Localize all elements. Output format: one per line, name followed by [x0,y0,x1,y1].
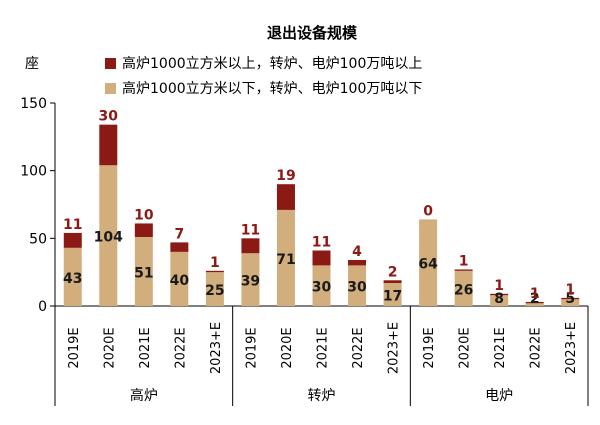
data-label-above: 19 [276,168,295,184]
x-tick-label: 2023+E [209,322,224,374]
x-tick-label: 2023+E [387,322,402,374]
bar-segment-above [134,223,153,237]
legend-label: 高炉1000立方米以下，转炉、电炉100万吨以下 [122,80,422,97]
bar-segment-below [525,303,544,306]
bar-segment-above [348,259,367,266]
y-tick-label: 0 [38,299,47,315]
x-tick-label: 2021E [316,327,331,368]
data-label-above: 1 [565,282,575,298]
data-label-below: 2 [530,291,540,307]
data-label-above: 1 [530,286,540,302]
legend-swatch [105,83,116,94]
data-label-above: 0 [423,203,433,219]
x-tick-label: 2020E [280,327,295,368]
data-label-above: 10 [134,207,154,223]
x-tick-label: 2021E [138,327,153,368]
y-tick-label: 100 [20,164,47,180]
legend-label: 高炉1000立方米以上，转炉、电炉100万吨以上 [122,55,422,72]
x-tick-label: 2020E [102,327,117,368]
bar-segment-below [205,272,224,306]
legend-swatch [105,58,116,69]
data-label-above: 11 [63,217,82,233]
data-label-below: 40 [170,273,190,289]
data-label-above: 2 [388,264,398,280]
bar-segment-below [134,236,153,306]
bar-segment-above [454,269,473,271]
group-label: 转炉 [308,388,336,404]
data-label-below: 104 [94,230,123,246]
data-label-below: 43 [63,271,82,287]
bar-segment-above [561,297,580,300]
bar-segment-above [170,242,189,252]
data-label-below: 8 [494,291,504,307]
data-label-above: 30 [99,109,119,125]
x-tick-label: 2019E [422,327,437,368]
y-tick-label: 50 [29,231,47,247]
bar-segment-below [454,270,473,306]
bar-segment-above [241,238,260,254]
bar-segment-above [312,250,331,266]
bar-segment-below [419,219,438,306]
y-axis-unit-label: 座 [25,56,39,72]
data-label-above: 1 [459,253,469,269]
bar-segment-above [525,301,544,304]
data-label-above: 1 [494,278,504,294]
bar-segment-below [170,251,189,306]
x-tick-label: 2022E [529,327,544,368]
data-label-below: 51 [134,265,153,281]
bar-segment-above [205,270,224,273]
bars [63,124,580,306]
bar-segment-below [561,299,580,306]
data-label-below: 71 [276,252,295,268]
bar-segment-below [312,265,331,306]
bar-segment-above [383,280,402,283]
x-tick-label: 2022E [173,327,188,368]
data-label-below: 30 [312,280,332,296]
data-label-below: 5 [565,291,575,307]
x-tick-label: 2022E [351,327,366,368]
bar-segment-below [383,282,402,306]
group-label: 电炉 [485,388,513,404]
bar-segment-below [63,247,82,306]
bar-segment-below [241,253,260,306]
x-tick-label: 2019E [67,327,82,368]
data-label-below: 39 [241,274,260,290]
group-label: 高炉 [130,387,158,404]
x-tick-label: 2021E [493,327,508,368]
data-label-above: 4 [352,244,362,260]
x-tick-label: 2023+E [564,322,579,374]
bar-segment-above [276,184,295,210]
data-label-below: 17 [383,288,402,304]
y-tick-label: 150 [20,96,47,112]
data-label-below: 25 [205,283,224,299]
bar-segment-below [490,295,509,306]
data-label-above: 11 [241,222,260,238]
bar-segment-below [99,165,118,306]
data-label-below: 64 [418,257,438,273]
data-label-below: 26 [454,282,473,298]
bar-segment-below [276,209,295,306]
data-label-below: 30 [347,280,367,296]
bar-segment-above [63,232,82,248]
bar-segment-above [99,124,118,166]
data-label-above: 7 [174,226,184,242]
data-label-above: 11 [312,235,331,251]
chart-title: 退出设备规模 [267,24,358,42]
x-tick-label: 2020E [458,327,473,368]
bar-segment-below [348,265,367,306]
x-tick-label: 2019E [244,327,259,368]
bar-segment-above [490,293,509,296]
legend: 高炉1000立方米以上，转炉、电炉100万吨以上高炉1000立方米以下，转炉、电… [105,55,422,97]
data-label-above: 1 [210,255,220,271]
